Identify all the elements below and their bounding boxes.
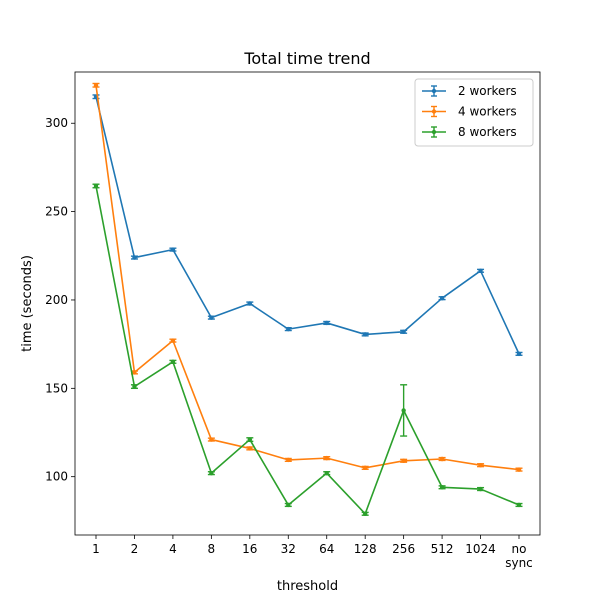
x-tick-label: 4 (169, 542, 177, 556)
legend-box (414, 78, 534, 147)
x-tick-label-line: 8 (208, 542, 216, 556)
x-tick-label: 1 (92, 542, 100, 556)
data-point (170, 359, 176, 365)
x-tick-label: no sync (505, 542, 533, 570)
legend-marker (431, 129, 437, 135)
y-axis-label: time (seconds) (20, 255, 35, 352)
data-point (132, 384, 137, 389)
x-tick-label-line: no (512, 542, 527, 556)
data-point (247, 301, 253, 306)
x-tick-label: 128 (354, 542, 377, 556)
data-point (209, 315, 214, 320)
data-point (439, 456, 445, 462)
data-point (170, 247, 176, 252)
legend: 2 workers 4 workers 8 workers (414, 78, 534, 147)
data-point (286, 502, 291, 508)
data-point (209, 470, 214, 476)
y-tick-label: 300 (45, 116, 68, 130)
series-8-workers (92, 183, 523, 516)
data-point (401, 458, 406, 463)
series-4-workers (92, 82, 523, 472)
data-point (170, 338, 176, 343)
plot-layer (92, 82, 523, 516)
x-tick-label: 2 (131, 542, 139, 556)
y-tick-label: 150 (45, 381, 68, 395)
x-tick-label-line: 256 (392, 542, 415, 556)
x-tick-label-line: 32 (281, 542, 296, 556)
y-tick-layer: 100 150 200 250 300 (45, 116, 75, 484)
x-tick-label-line: 1 (92, 542, 100, 556)
data-point (132, 255, 137, 260)
legend-label: 4 workers (458, 105, 517, 119)
series-line (95, 96, 520, 355)
data-point (324, 455, 329, 461)
legend-marker (431, 109, 437, 114)
x-tick-label: 32 (281, 542, 296, 556)
x-tick-layer: 1 2 4 8 16 32 64 128 256 512 1024 no sync (92, 535, 533, 570)
x-tick-label: 512 (431, 542, 454, 556)
data-point (362, 465, 368, 471)
legend-label: 8 workers (458, 125, 517, 139)
x-tick-label: 8 (208, 542, 216, 556)
series-2-workers (92, 94, 523, 357)
data-point (324, 320, 329, 326)
data-point (247, 437, 253, 442)
x-tick-label-line: 64 (319, 542, 334, 556)
x-tick-label: 256 (392, 542, 415, 556)
x-tick-label-line: 128 (354, 542, 377, 556)
data-point (439, 485, 445, 490)
data-point (401, 408, 406, 413)
x-tick-label-line: 2 (131, 542, 139, 556)
legend-label: 2 workers (458, 84, 517, 98)
data-point (324, 470, 329, 476)
data-point (93, 83, 99, 88)
data-point (401, 329, 406, 334)
data-point (478, 462, 483, 468)
data-point (286, 457, 291, 463)
chart-title: Total time trend (243, 49, 370, 68)
data-point (93, 183, 99, 189)
data-point (362, 511, 368, 516)
data-point (516, 502, 522, 508)
data-point (478, 268, 483, 274)
data-point (247, 446, 253, 451)
y-tick-label: 200 (45, 293, 68, 307)
data-point (132, 370, 137, 375)
plot-frame (74, 71, 541, 536)
data-point (209, 437, 214, 442)
data-point (439, 295, 445, 301)
data-point (286, 326, 291, 332)
x-tick-label-line: sync (505, 556, 533, 570)
x-tick-label: 1024 (465, 542, 496, 556)
y-tick-label: 100 (45, 470, 68, 484)
y-tick-label: 250 (45, 205, 68, 219)
x-tick-label: 64 (319, 542, 334, 556)
x-tick-label-line: 512 (431, 542, 454, 556)
data-point (362, 332, 368, 337)
legend-marker (431, 88, 437, 94)
series-line (95, 85, 520, 471)
x-axis-label: threshold (277, 579, 338, 594)
data-point (516, 467, 522, 472)
x-tick-label-line: 4 (169, 542, 177, 556)
x-tick-label: 16 (242, 542, 257, 556)
data-point (516, 351, 522, 357)
x-tick-label-line: 16 (242, 542, 257, 556)
x-tick-label-line: 1024 (465, 542, 496, 556)
series-line (95, 185, 520, 515)
data-point (478, 486, 483, 492)
